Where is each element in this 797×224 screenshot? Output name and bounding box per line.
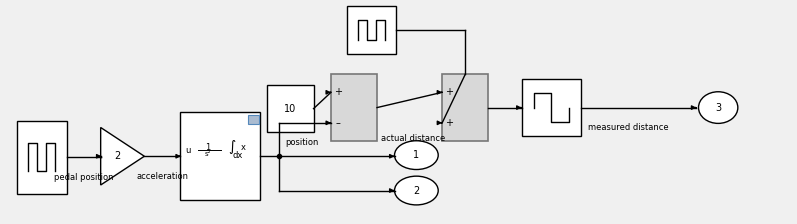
Text: 2: 2: [114, 151, 120, 161]
Text: measured distance: measured distance: [587, 123, 668, 132]
Polygon shape: [100, 127, 144, 185]
Bar: [521, 79, 581, 136]
Text: 1: 1: [414, 150, 419, 160]
Text: 10: 10: [285, 104, 296, 114]
Text: 3: 3: [715, 103, 721, 113]
Text: ∫: ∫: [228, 140, 235, 154]
Bar: [442, 74, 489, 141]
Text: actual distance: actual distance: [381, 134, 446, 143]
Text: +: +: [446, 118, 453, 128]
Bar: [249, 115, 259, 124]
Bar: [268, 85, 313, 132]
Text: 2: 2: [414, 185, 419, 196]
Text: –: –: [336, 118, 340, 128]
Bar: [331, 74, 377, 141]
Ellipse shape: [698, 92, 738, 123]
Bar: [180, 112, 260, 200]
Bar: [347, 6, 396, 54]
Text: acceleration: acceleration: [136, 172, 188, 181]
Text: dx: dx: [233, 151, 243, 160]
Ellipse shape: [395, 176, 438, 205]
Bar: [18, 121, 66, 194]
Text: s²: s²: [205, 151, 211, 157]
Text: pedal position: pedal position: [54, 173, 113, 182]
Ellipse shape: [395, 141, 438, 170]
Text: +: +: [334, 87, 342, 97]
Text: u: u: [186, 146, 190, 155]
Text: x: x: [241, 143, 246, 152]
Text: +: +: [446, 87, 453, 97]
Text: 1: 1: [206, 143, 210, 152]
Text: position: position: [285, 138, 319, 147]
